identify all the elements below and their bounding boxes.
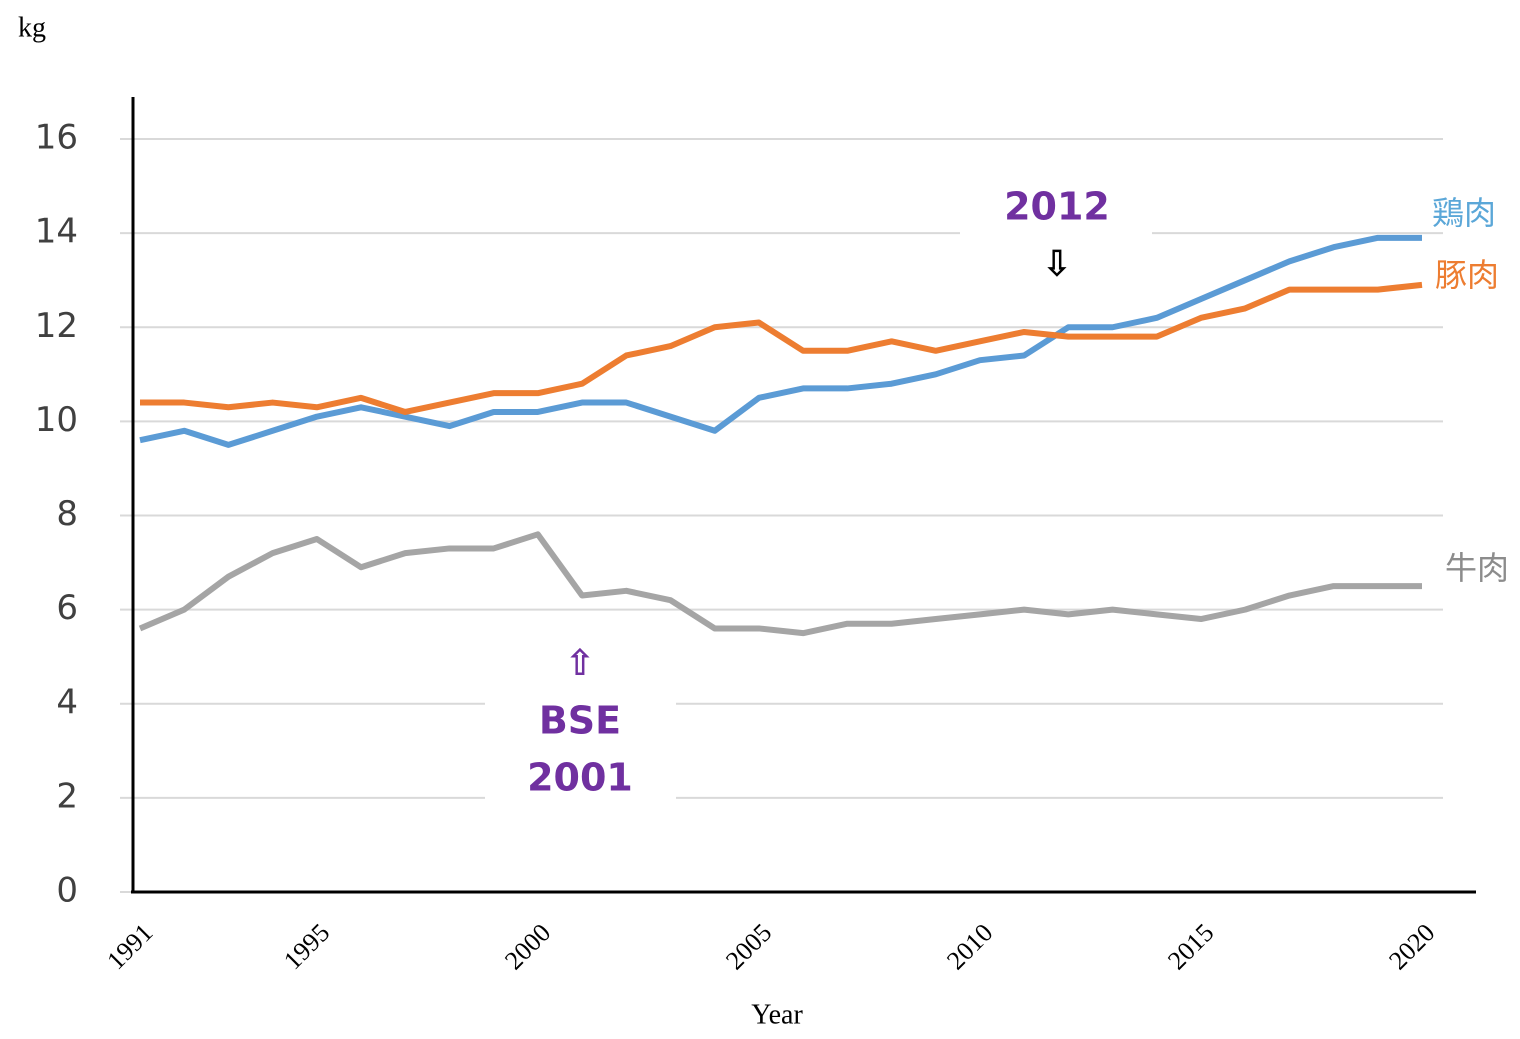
x-tick-label: 2010 [941,918,998,975]
y-axis-label: kg [18,12,46,43]
x-tick-label: 2005 [720,918,777,975]
x-tick-label: 1991 [101,918,158,975]
series-line [138,531,1422,637]
y-tick-label: 4 [56,682,78,722]
y-tick-label: 12 [35,306,78,346]
annotation-box [485,640,676,810]
x-tick-label: 2000 [499,918,556,975]
y-tick-label: 10 [35,400,78,440]
y-tick-label: 14 [35,212,78,252]
x-tick-label: 1995 [278,918,335,975]
y-tick-label: 16 [35,118,78,158]
annotation: BSE [539,699,621,743]
y-tick-label: 0 [56,871,78,911]
annotation: ⇧ [565,643,595,684]
x-axis-label: Year [751,999,803,1030]
y-tick-label: 2 [56,776,78,816]
x-tick-label: 2020 [1383,918,1440,975]
annotation-box [960,195,1152,265]
y-tick-label: 8 [56,494,78,534]
series-line [139,234,1422,448]
grid: 0 2 4 6 8 10 12 14 16 1991 1995 2000 2005 2010 2015 202… [35,118,1443,975]
annotation: ⇩ [1042,244,1072,285]
annotation: 2001 [527,756,633,800]
series-label: 牛肉 [1445,549,1509,587]
y-tick-label: 6 [56,588,78,628]
series-label: 豚肉 [1435,256,1499,294]
series-label: 鶏肉 [1432,194,1496,232]
series-line [140,281,1423,415]
x-tick-label: 2015 [1162,918,1219,975]
annotation: 2012 [1004,185,1110,229]
